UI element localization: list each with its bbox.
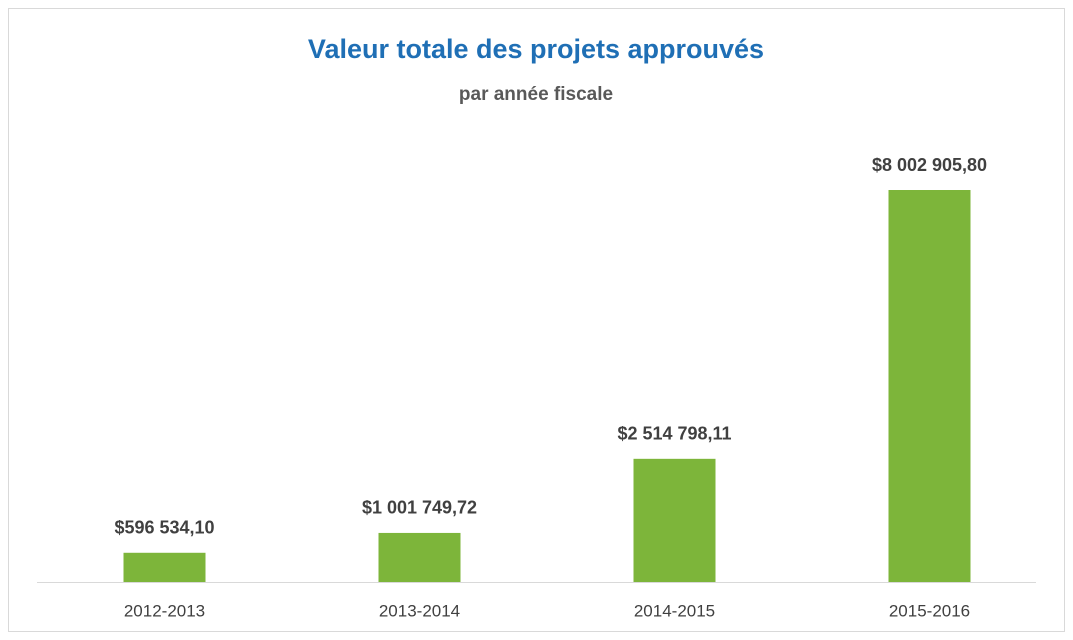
chart-subtitle: par année fiscale	[459, 84, 613, 105]
bar	[633, 458, 716, 582]
data-label: $1 001 749,72	[362, 498, 477, 518]
x-tick-label: 2013-2014	[379, 601, 460, 620]
x-tick-label: 2015-2016	[889, 601, 970, 620]
chart-title: Valeur totale des projets approuvés	[308, 34, 764, 64]
data-label: $596 534,10	[114, 518, 214, 538]
bar	[888, 190, 971, 582]
bar	[123, 552, 206, 582]
bar	[378, 532, 461, 582]
x-tick-label: 2012-2013	[124, 601, 205, 620]
x-tick-label: 2014-2015	[634, 601, 715, 620]
data-label: $8 002 905,80	[872, 155, 987, 175]
data-label: $2 514 798,11	[617, 424, 731, 444]
